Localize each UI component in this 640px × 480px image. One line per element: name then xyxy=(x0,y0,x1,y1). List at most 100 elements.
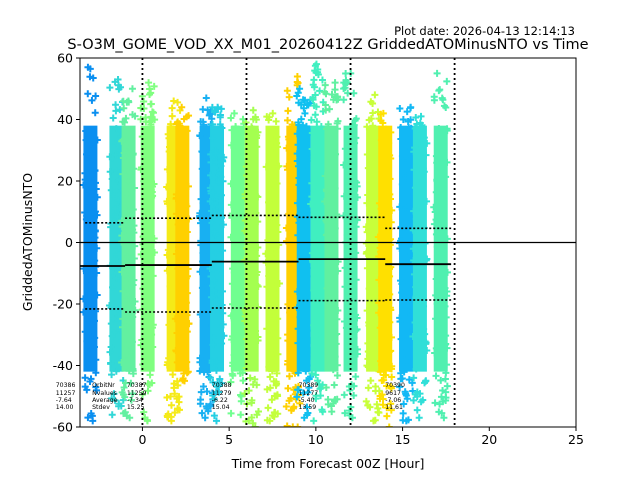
y-tick-label: -40 xyxy=(53,358,73,373)
data-point xyxy=(105,301,113,309)
data-point xyxy=(430,220,438,228)
data-point xyxy=(398,152,406,160)
data-point xyxy=(196,367,204,375)
data-point xyxy=(146,358,154,366)
data-point xyxy=(163,393,171,401)
stat-value: 11279 xyxy=(212,390,232,397)
data-point xyxy=(309,81,317,89)
data-point xyxy=(418,175,426,183)
data-point xyxy=(129,206,137,214)
data-point xyxy=(251,113,259,121)
data-point xyxy=(264,249,272,257)
data-point xyxy=(121,118,129,126)
data-point xyxy=(84,90,92,98)
data-point xyxy=(435,408,443,416)
data-point xyxy=(111,256,119,264)
data-point xyxy=(387,347,395,355)
data-point xyxy=(113,213,121,221)
data-point-extreme xyxy=(201,414,209,422)
data-point xyxy=(80,308,87,316)
data-point xyxy=(183,328,191,336)
y-tick-label: 0 xyxy=(65,235,73,250)
data-point xyxy=(206,197,214,205)
data-point xyxy=(270,192,278,200)
data-point xyxy=(349,222,357,230)
data-point xyxy=(348,381,356,389)
data-point xyxy=(163,412,171,420)
data-point xyxy=(314,215,322,223)
data-point xyxy=(246,302,254,310)
data-point xyxy=(216,120,224,128)
data-point xyxy=(197,219,205,227)
data-point xyxy=(365,116,373,124)
data-point xyxy=(375,276,383,284)
data-point xyxy=(371,164,379,172)
data-point xyxy=(441,375,449,383)
data-point xyxy=(84,330,92,338)
data-point xyxy=(124,286,132,294)
data-point xyxy=(350,364,358,372)
data-point xyxy=(122,296,130,304)
data-point xyxy=(128,218,136,226)
data-point xyxy=(378,217,386,225)
data-point xyxy=(142,148,150,156)
data-point xyxy=(131,242,139,250)
data-point xyxy=(443,268,451,276)
data-point xyxy=(286,347,294,355)
data-point xyxy=(146,371,154,379)
data-point xyxy=(232,280,240,288)
data-point xyxy=(107,343,115,351)
data-point xyxy=(250,358,258,366)
data-point xyxy=(209,134,217,142)
data-point xyxy=(285,372,293,380)
data-point xyxy=(81,383,89,391)
data-point xyxy=(227,201,235,209)
data-point xyxy=(145,325,153,333)
data-point xyxy=(164,246,172,254)
data-point xyxy=(321,81,329,89)
stat-header: OrbitNr xyxy=(92,382,115,389)
data-point xyxy=(232,181,240,189)
data-point xyxy=(273,221,281,229)
data-point xyxy=(92,185,100,193)
data-point xyxy=(313,199,321,207)
data-point xyxy=(144,387,152,395)
data-point xyxy=(352,311,360,319)
data-point xyxy=(345,322,353,330)
data-point xyxy=(311,149,319,157)
data-point xyxy=(314,70,322,78)
data-point xyxy=(177,183,185,191)
data-point xyxy=(387,400,395,408)
data-point xyxy=(209,282,217,290)
data-point xyxy=(294,141,302,149)
data-point xyxy=(431,349,439,357)
data-point xyxy=(251,375,259,383)
data-point xyxy=(377,248,385,256)
data-point xyxy=(147,282,155,290)
data-point xyxy=(417,149,425,157)
data-point-extreme xyxy=(114,76,122,84)
data-point xyxy=(167,392,175,400)
data-point xyxy=(295,99,303,107)
data-point-extreme xyxy=(181,377,189,385)
data-point xyxy=(371,266,379,274)
data-point xyxy=(209,189,217,197)
data-point xyxy=(330,332,338,340)
reference-lines xyxy=(80,58,576,427)
data-point xyxy=(413,214,421,222)
data-point xyxy=(305,384,313,392)
data-point xyxy=(352,276,360,284)
data-point xyxy=(340,96,348,104)
data-point xyxy=(417,318,425,326)
data-point xyxy=(307,116,315,124)
data-point xyxy=(399,349,407,357)
data-point xyxy=(321,172,329,180)
data-point xyxy=(81,208,89,216)
data-point xyxy=(340,317,348,325)
data-point xyxy=(84,127,92,135)
data-point xyxy=(227,233,235,241)
data-point xyxy=(311,138,319,146)
data-point xyxy=(108,394,116,402)
data-point xyxy=(297,137,305,145)
data-point xyxy=(92,383,100,391)
